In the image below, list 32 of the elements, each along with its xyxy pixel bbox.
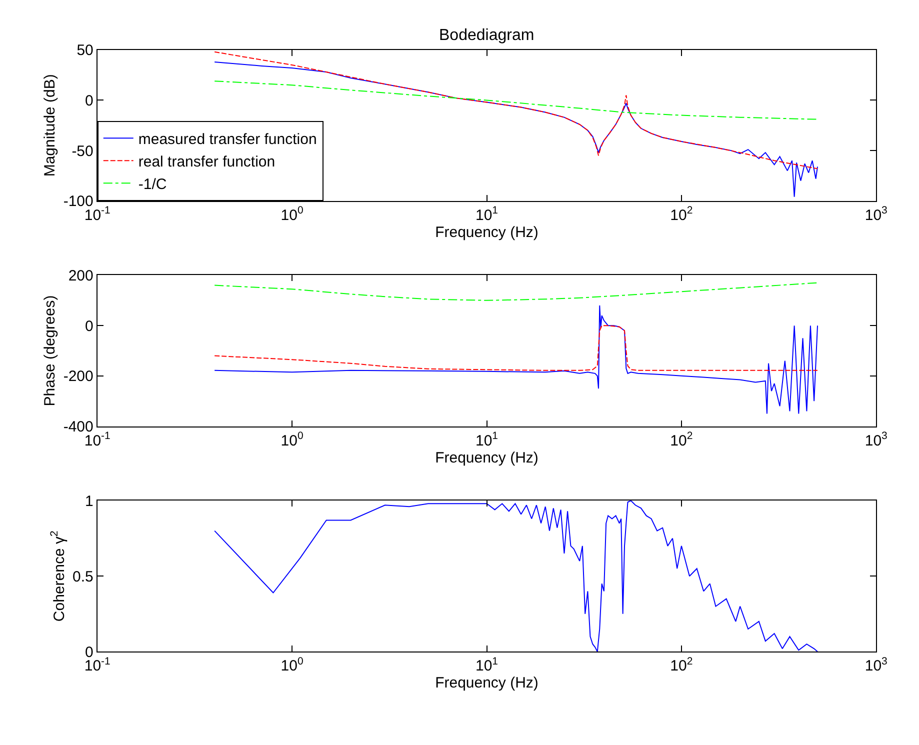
y-axis-title: Phase (degrees)	[42, 295, 59, 406]
y-tick-label: 0.5	[72, 568, 94, 586]
y-tick-label: 50	[76, 42, 94, 60]
x-tick-label: 10$^{1}$	[475, 655, 498, 675]
x-tick-label: 10$^{2}$	[670, 430, 693, 450]
x-axis-title: Frequency (Hz)	[435, 224, 538, 241]
x-tick-label: 10$^{1}$	[475, 430, 498, 450]
y-tick-label: -400	[63, 418, 94, 436]
x-tick-label: 10$^{2}$	[670, 204, 693, 224]
legend-label: measured transfer function	[138, 131, 317, 148]
legend-label: -1/C	[138, 176, 167, 193]
y-tick-label: 1	[85, 492, 94, 510]
x-tick-label: 10$^{3}$	[864, 204, 888, 224]
y-tick-label: 0	[85, 92, 94, 110]
y-tick-label: 200	[68, 267, 94, 284]
x-tick-label: 10$^{0}$	[280, 430, 304, 450]
x-tick-label: 10$^{3}$	[864, 655, 888, 675]
y-tick-label: -100	[63, 193, 94, 210]
chart-title: Bodediagram	[439, 27, 534, 44]
y-axis-title: Magnitude (dB)	[42, 74, 59, 177]
y-tick-label: 0	[85, 644, 94, 661]
x-tick-label: 10$^{3}$	[864, 430, 888, 450]
x-axis-title: Frequency (Hz)	[435, 449, 538, 466]
y-tick-label: -50	[72, 142, 94, 160]
x-tick-label: 10$^{1}$	[475, 204, 498, 224]
x-tick-label: 10$^{2}$	[670, 655, 693, 675]
x-tick-label: 10$^{0}$	[280, 204, 304, 224]
legend-label: real transfer function	[138, 154, 276, 170]
y-tick-label: -200	[63, 368, 94, 386]
x-tick-label: 10$^{0}$	[280, 655, 304, 675]
y-tick-label: 0	[85, 318, 94, 335]
x-axis-title: Frequency (Hz)	[435, 674, 538, 692]
